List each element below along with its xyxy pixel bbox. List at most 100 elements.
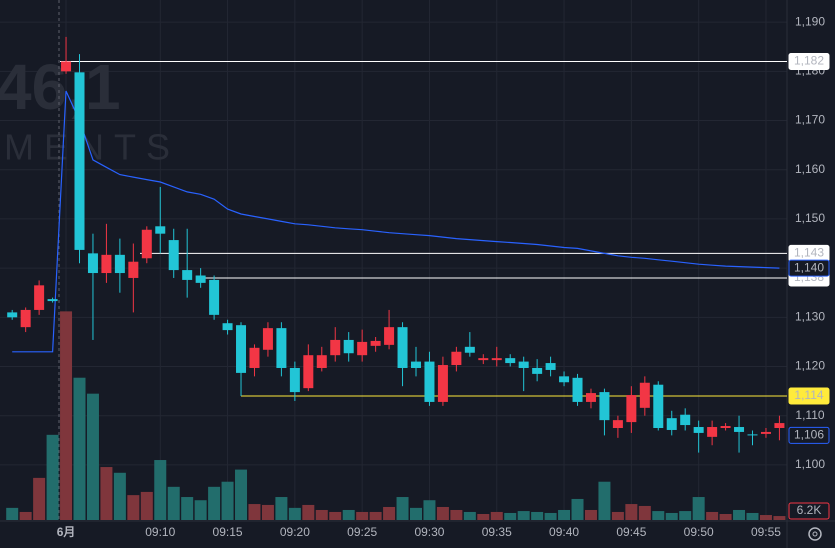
candle-body <box>518 361 529 368</box>
volume-bar <box>423 500 436 520</box>
candle-body <box>249 347 260 368</box>
y-tick-label: 1,190 <box>795 14 825 28</box>
y-tick-label: 1,160 <box>795 162 825 176</box>
candle-body <box>128 261 139 278</box>
candle-body <box>168 240 179 271</box>
y-tick-label: 1,130 <box>795 309 825 323</box>
volume-bar <box>181 497 194 520</box>
volume-bar <box>746 512 759 520</box>
y-tick-label: 1,120 <box>795 359 825 373</box>
candle-body <box>316 355 327 368</box>
x-tick-label: 09:25 <box>347 525 377 539</box>
candle-body <box>666 418 677 430</box>
settings-icon[interactable] <box>808 527 822 541</box>
candle-body <box>478 358 489 361</box>
candle-body <box>20 309 31 328</box>
candle-body <box>760 431 771 434</box>
volume-bar <box>571 498 584 520</box>
x-tick-label: 09:30 <box>414 525 444 539</box>
volume-label-box <box>788 502 830 520</box>
volume-bar <box>477 514 490 520</box>
volume-bar <box>504 512 517 520</box>
candle-body <box>303 355 314 389</box>
volume-bar <box>261 504 274 520</box>
volume-bar <box>436 506 449 520</box>
volume-bar <box>288 507 301 520</box>
volume-bar <box>490 511 503 520</box>
candle-body <box>747 434 758 436</box>
volume-bar <box>598 481 611 520</box>
candle-body <box>47 299 58 302</box>
level-label-box <box>788 52 830 70</box>
x-tick-label: 09:10 <box>145 525 175 539</box>
volume-label: 6.2K <box>797 503 822 517</box>
candle-body <box>61 61 72 72</box>
candle-body <box>34 285 45 310</box>
volume-bar <box>60 311 73 520</box>
candle-body <box>289 367 300 393</box>
x-tick-label: 6月 <box>57 525 76 539</box>
grid <box>0 0 787 520</box>
candle-body <box>585 393 596 402</box>
vwap-label: 1,140 <box>794 260 824 274</box>
candle-body <box>343 339 354 354</box>
candle-body <box>734 427 745 432</box>
candle-body <box>693 427 704 433</box>
candle-body <box>74 72 85 250</box>
candle-body <box>101 254 112 274</box>
vwap-line <box>12 90 780 353</box>
level-label-box <box>788 387 830 405</box>
volume-bar <box>531 511 544 520</box>
last-price-label: 1,106 <box>794 428 824 442</box>
volume-bar <box>140 491 153 520</box>
candle-body <box>141 229 152 259</box>
candle-body <box>276 328 287 368</box>
candle-body <box>653 384 664 429</box>
volume-bar <box>73 377 86 520</box>
volume-bar <box>679 511 692 520</box>
volume-bar <box>86 393 99 520</box>
volume-bar <box>315 509 328 520</box>
volume-bar <box>154 460 167 520</box>
candle-body <box>451 351 462 366</box>
volume-bar <box>342 509 355 520</box>
watermark: MENTS <box>4 127 180 168</box>
volume-bar <box>329 511 342 520</box>
candle-body <box>87 253 98 274</box>
volume-bar <box>33 477 46 520</box>
volume-bar <box>383 506 396 520</box>
candle-body <box>612 420 623 429</box>
volume-bar <box>719 514 732 520</box>
volume-bar <box>652 511 665 520</box>
volume-bar <box>638 505 651 520</box>
volume-bar <box>46 434 59 520</box>
level-label: 1,114 <box>794 388 823 402</box>
volume-bar <box>167 486 180 520</box>
volume-bar <box>692 497 705 520</box>
candle-body <box>114 254 125 274</box>
volume-bar <box>194 500 207 520</box>
y-tick-label: 1,170 <box>795 113 825 127</box>
candle-body <box>545 363 556 370</box>
candle-body <box>155 226 166 234</box>
volume-bar <box>302 504 315 520</box>
candle-body <box>572 377 583 402</box>
candle-body <box>222 323 233 331</box>
candle-body <box>209 279 220 315</box>
volume-bar <box>517 511 530 520</box>
candle-body <box>559 376 570 383</box>
candle-body <box>384 327 395 345</box>
y-tick-label: 1,100 <box>795 457 825 471</box>
volume-bar <box>248 504 261 520</box>
candle-body <box>720 426 731 429</box>
candle-body <box>7 312 18 318</box>
last-price-label-box <box>788 426 830 444</box>
volume-bar <box>19 511 32 520</box>
candle-body <box>774 423 785 429</box>
volume-bar <box>759 515 772 520</box>
candle-body <box>532 367 543 374</box>
level-label: 1,143 <box>794 246 824 260</box>
candle-body <box>437 365 448 402</box>
volume-bar <box>127 495 140 520</box>
volume-bar <box>275 497 288 520</box>
